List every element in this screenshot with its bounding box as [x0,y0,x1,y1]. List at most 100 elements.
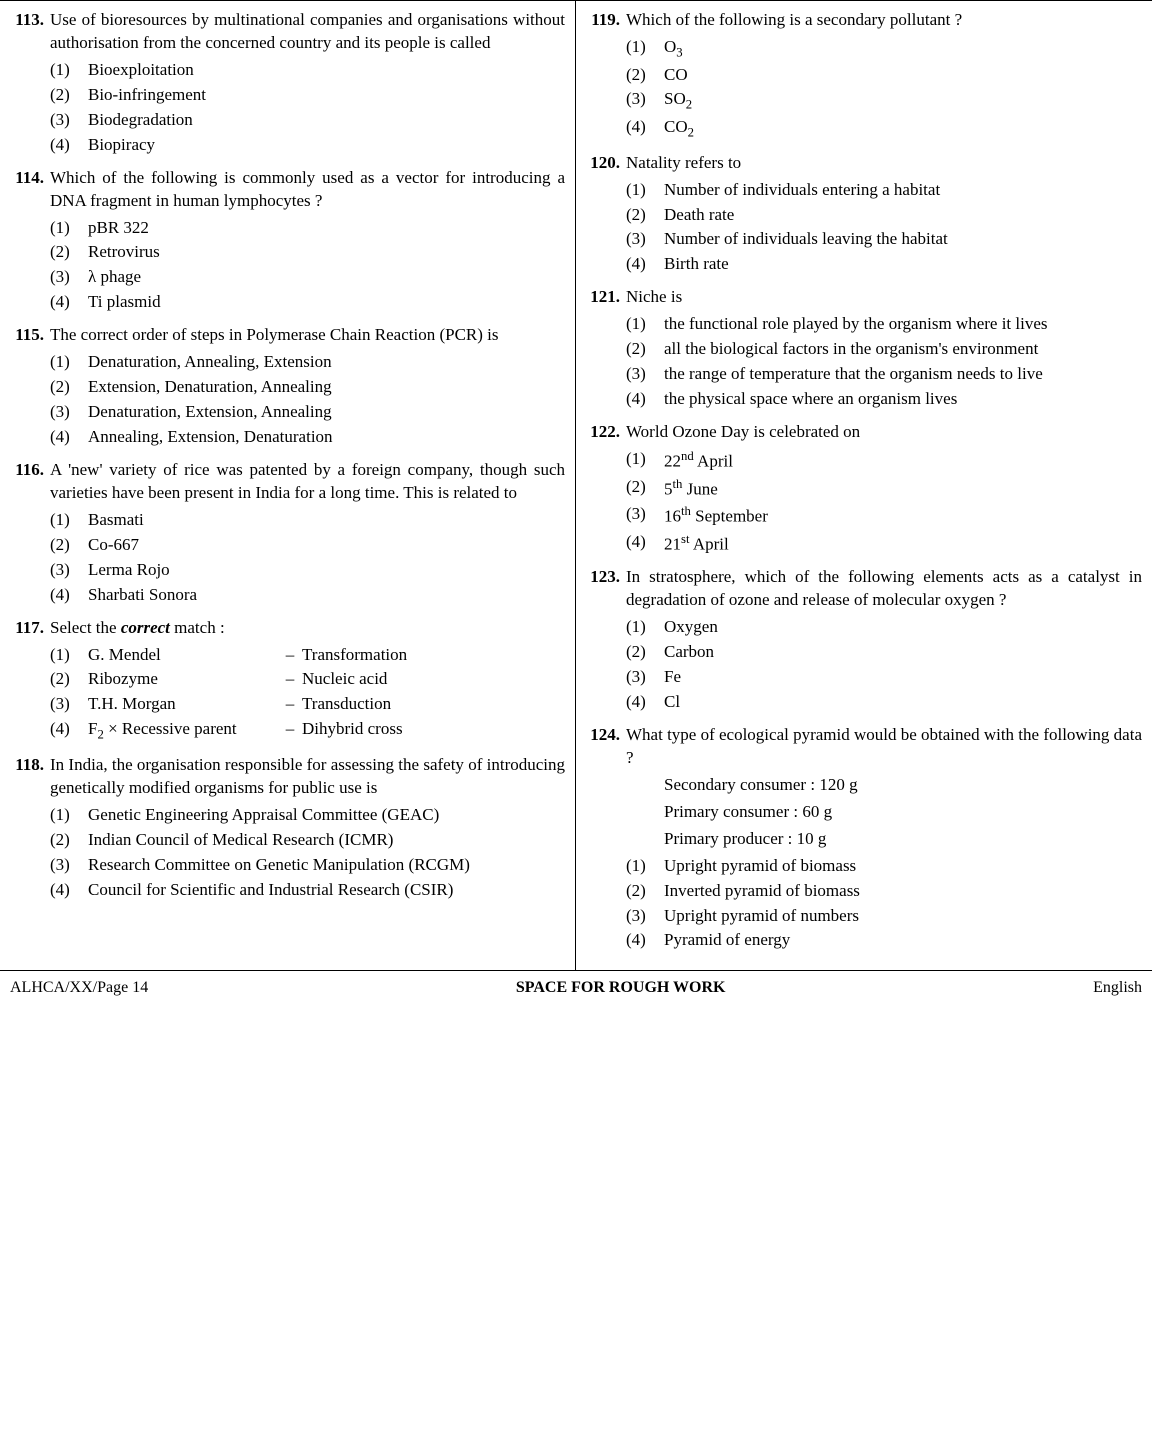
option-number: (1) [50,804,88,827]
option-text: λ phage [88,266,565,289]
option-text: Indian Council of Medical Research (ICMR… [88,829,565,852]
option-number: (3) [50,109,88,132]
footer-center: SPACE FOR ROUGH WORK [516,977,726,999]
option: (2)Death rate [626,204,1142,227]
question-number: 117. [8,617,50,746]
option: (2)Extension, Denaturation, Annealing [50,376,565,399]
match-left: G. Mendel [88,644,278,667]
question-body: World Ozone Day is celebrated on(1)22nd … [626,421,1142,558]
option-number: (3) [626,666,664,689]
question-body: Select the correct match :(1)G. Mendel–T… [50,617,565,746]
option-number: (1) [50,509,88,532]
option-number: (1) [626,616,664,639]
option-text: Research Committee on Genetic Manipulati… [88,854,565,877]
option-number: (4) [626,116,664,142]
option-number: (4) [50,584,88,607]
option: (3)Biodegradation [50,109,565,132]
question: 113.Use of bioresources by multinational… [8,9,565,159]
option: (1)Basmati [50,509,565,532]
question: 116.A 'new' variety of rice was patented… [8,459,565,609]
option: (1)Genetic Engineering Appraisal Committ… [50,804,565,827]
option-number: (3) [626,228,664,251]
option-text: Biodegradation [88,109,565,132]
question-body: Which of the following is a secondary po… [626,9,1142,144]
option: (3)λ phage [50,266,565,289]
option-text: the range of temperature that the organi… [664,363,1142,386]
option-number: (4) [50,134,88,157]
option: (2)Inverted pyramid of biomass [626,880,1142,903]
option-text: Retrovirus [88,241,565,264]
option: (4)Birth rate [626,253,1142,276]
question-number: 118. [8,754,50,904]
option-text: the functional role played by the organi… [664,313,1142,336]
question-number: 120. [584,152,626,279]
match-dash: – [278,718,302,744]
question-body: What type of ecological pyramid would be… [626,724,1142,954]
right-column: 119.Which of the following is a secondar… [576,1,1152,970]
option-number: (1) [626,313,664,336]
option: (2)Retrovirus [50,241,565,264]
option-text: O3 [664,36,1142,62]
question-stem: World Ozone Day is celebrated on [626,421,1142,444]
option: (1)pBR 322 [50,217,565,240]
option-number: (2) [50,84,88,107]
option-number: (1) [626,855,664,878]
option: (1)Number of individuals entering a habi… [626,179,1142,202]
question: 115.The correct order of steps in Polyme… [8,324,565,451]
question-stem: A 'new' variety of rice was patented by … [50,459,565,505]
option: (3)Number of individuals leaving the hab… [626,228,1142,251]
question-stem: Use of bioresources by multinational com… [50,9,565,55]
option-text: Fe [664,666,1142,689]
option: (2)Co-667 [50,534,565,557]
match-left: Ribozyme [88,668,278,691]
option-number: (4) [50,426,88,449]
option-number: (4) [626,253,664,276]
match-right: Dihybrid cross [302,718,565,744]
option: (2)CO [626,64,1142,87]
exam-page: 113.Use of bioresources by multinational… [0,0,1152,971]
option: (4)Annealing, Extension, Denaturation [50,426,565,449]
option-number: (3) [626,905,664,928]
option: (3)SO2 [626,88,1142,114]
question-data-line: Primary consumer : 60 g [664,801,1142,824]
option-number: (3) [626,503,664,529]
option-text: Number of individuals entering a habitat [664,179,1142,202]
option-text: Number of individuals leaving the habita… [664,228,1142,251]
option-number: (1) [50,217,88,240]
option-text: Upright pyramid of numbers [664,905,1142,928]
option-text: CO [664,64,1142,87]
question: 118.In India, the organisation responsib… [8,754,565,904]
option: (4)Pyramid of energy [626,929,1142,952]
question-stem: Select the correct match : [50,617,565,640]
option-number: (3) [50,401,88,424]
option-number: (3) [50,854,88,877]
question-body: A 'new' variety of rice was patented by … [50,459,565,609]
option-number: (1) [50,644,88,667]
option: (4)the physical space where an organism … [626,388,1142,411]
option: (3)Lerma Rojo [50,559,565,582]
option-number: (2) [626,204,664,227]
option: (4)Sharbati Sonora [50,584,565,607]
question-data-line: Primary producer : 10 g [664,828,1142,851]
question: 114.Which of the following is commonly u… [8,167,565,317]
option-text: Death rate [664,204,1142,227]
option-number: (2) [626,476,664,502]
option-number: (3) [626,88,664,114]
option: (4)Cl [626,691,1142,714]
match-option: (3)T.H. Morgan–Transduction [50,693,565,716]
match-dash: – [278,668,302,691]
option-number: (4) [626,388,664,411]
option-text: Annealing, Extension, Denaturation [88,426,565,449]
option: (1)O3 [626,36,1142,62]
question: 117.Select the correct match : (1)G. Mend… [8,617,565,746]
question-data-line: Secondary consumer : 120 g [664,774,1142,797]
question: 124.What type of ecological pyramid woul… [584,724,1142,954]
option-number: (4) [50,879,88,902]
option: (3)Upright pyramid of numbers [626,905,1142,928]
option: (1)Upright pyramid of biomass [626,855,1142,878]
option-text: SO2 [664,88,1142,114]
question-number: 121. [584,286,626,413]
question-stem: Which of the following is a secondary po… [626,9,1142,32]
match-right: Nucleic acid [302,668,565,691]
option: (1)the functional role played by the org… [626,313,1142,336]
